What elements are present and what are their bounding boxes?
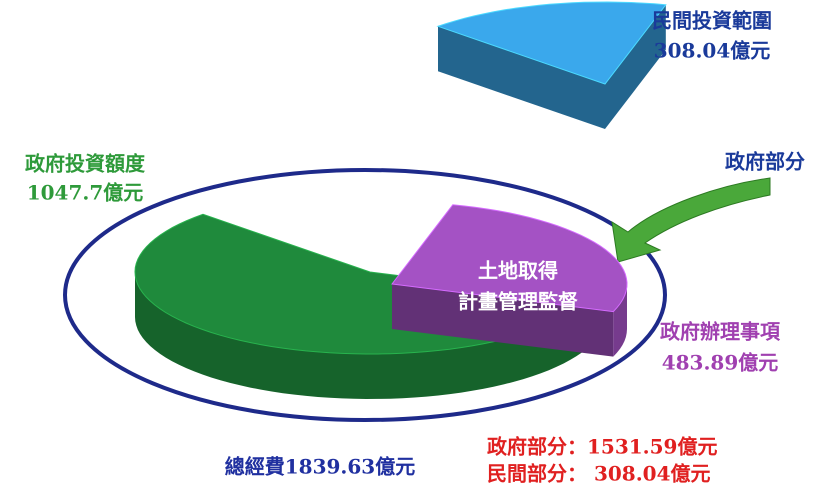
slice-wall	[438, 26, 605, 129]
value-label: 1047.7億元	[27, 181, 144, 205]
arrow	[611, 177, 771, 263]
arrow-label: 政府部分	[725, 150, 805, 174]
slice-side	[135, 272, 592, 399]
total-label: 總經費1839.63億元	[225, 455, 415, 479]
slices	[134, 1, 667, 399]
category-label: 政府辦理事項	[660, 320, 781, 344]
slice-wall	[605, 4, 666, 129]
summary-line: 民間部分： 308.04億元	[487, 462, 711, 486]
slice-side	[613, 284, 627, 357]
slice-annotation: 土地取得	[478, 259, 558, 283]
slice-annotation: 計畫管理監督	[458, 290, 578, 314]
value-label: 308.04億元	[654, 39, 771, 63]
category-label: 政府投資額度	[25, 152, 146, 176]
slice	[436, 1, 667, 85]
value-label: 483.89億元	[662, 351, 779, 375]
outline-ring	[63, 168, 667, 422]
slice-wall	[392, 284, 614, 357]
category-label: 民間投資範圍	[652, 9, 772, 33]
slice	[391, 204, 628, 313]
summary-line: 政府部分：1531.59億元	[487, 435, 717, 459]
